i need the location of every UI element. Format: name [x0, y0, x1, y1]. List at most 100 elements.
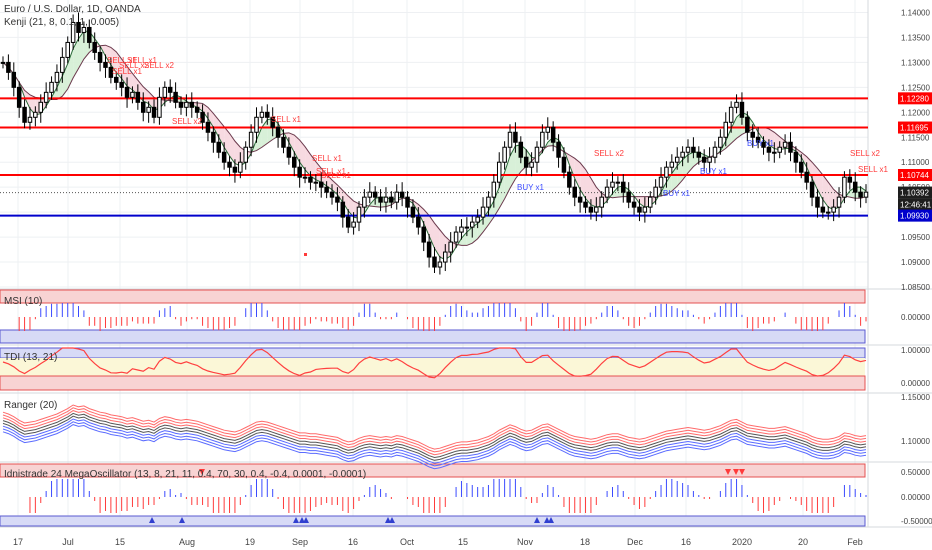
candle-body — [108, 66, 114, 78]
candle-body — [97, 51, 103, 63]
time-tick-label: 2020 — [732, 537, 752, 547]
candle-body — [367, 191, 373, 198]
candle-body — [755, 136, 761, 143]
candle-body — [734, 101, 739, 108]
pane-tick-label: 0.50000 — [901, 468, 930, 477]
candle-body — [653, 186, 658, 198]
signal-label: BUY x1 — [700, 167, 728, 176]
candle-body — [54, 71, 60, 83]
ribbon-segment — [758, 127, 764, 140]
ribbon-segment — [774, 132, 780, 150]
mega-buy-arrow — [385, 517, 391, 523]
candle-body — [383, 196, 389, 203]
ribbon-segment — [105, 45, 111, 65]
price-candles[interactable] — [0, 12, 869, 275]
candle-body — [194, 106, 200, 113]
horizontal-levels[interactable] — [0, 97, 868, 217]
candle-body — [205, 121, 211, 133]
candle-body — [567, 171, 572, 188]
candle-body — [275, 126, 281, 138]
tdi-middle-zone — [0, 358, 865, 376]
time-tick-label: Dec — [627, 537, 644, 547]
candle-body — [22, 106, 27, 123]
ribbon-segment — [116, 51, 122, 79]
lower-indicators — [2, 303, 867, 523]
candle-body — [561, 156, 567, 173]
signal-label: SELL x1 — [107, 56, 137, 65]
signal-label: SELL x1 — [112, 67, 142, 76]
candle-body — [858, 191, 863, 198]
mega-sell-arrow — [733, 469, 739, 475]
candle-body — [60, 56, 65, 73]
candle-body — [87, 26, 92, 43]
candle-body — [529, 161, 534, 168]
ribbon-segment — [56, 76, 63, 100]
candle-body — [588, 206, 594, 213]
candle-body — [815, 196, 820, 208]
price-level-label: 12:46:41 — [900, 201, 932, 210]
ribbon-segment — [121, 59, 128, 87]
candle-body — [292, 156, 297, 168]
candle-body — [486, 196, 491, 208]
mega-buy-arrow — [293, 517, 299, 523]
price-level-label: 1.09930 — [900, 212, 929, 221]
candle-body — [345, 216, 351, 228]
time-tick-label: 20 — [798, 537, 808, 547]
candle-body — [302, 176, 308, 179]
ribbon-segment — [256, 127, 262, 151]
candle-body — [216, 141, 222, 153]
price-tick-label: 1.12000 — [901, 108, 930, 117]
ribbon-segment — [499, 172, 505, 209]
candle-body — [809, 181, 815, 198]
candle-body — [356, 206, 362, 223]
time-axis[interactable]: 17 Jul 15 Aug 19 Sep 16 Oct 15 Nov 18 Dec 16 2020 20 Fe… — [13, 537, 863, 547]
mega-buy-arrow — [179, 517, 185, 523]
pane-tick-label: 1.00000 — [901, 346, 930, 355]
candle-body — [545, 126, 551, 133]
candle-body — [340, 201, 346, 218]
pane-tick-label: 0.00000 — [901, 379, 930, 388]
candle-body — [76, 21, 81, 33]
candle-body — [847, 176, 853, 183]
candle-body — [329, 191, 335, 198]
signal-label: SELL x2 — [172, 117, 202, 126]
candle-body — [750, 131, 755, 138]
candle-body — [523, 156, 529, 168]
ribbon-segment — [510, 145, 516, 189]
candle-body — [685, 146, 691, 153]
candle-body — [318, 181, 324, 188]
signal-label: SELL x1 — [127, 56, 157, 65]
candle-body — [232, 166, 238, 173]
candle-body — [642, 206, 648, 213]
msi-upper-zone — [0, 289, 866, 304]
candle-body — [777, 146, 782, 153]
signal-label: SELL x2 — [144, 61, 174, 70]
candle-body — [728, 106, 734, 123]
candle-body — [788, 141, 793, 153]
candle-body — [534, 146, 540, 163]
ranger-band — [2, 418, 867, 464]
time-tick-label: Aug — [179, 537, 195, 547]
ribbon-segment — [342, 190, 349, 211]
price-axis[interactable]: 1.14000 1.13500 1.13000 1.12500 1.12000 1.115… — [898, 8, 932, 526]
time-tick-label: 18 — [580, 537, 590, 547]
candle-body — [691, 146, 696, 153]
candle-body — [550, 126, 556, 143]
ranger-pane-title: Ranger (20) — [4, 400, 58, 411]
candle-body — [772, 151, 777, 154]
candle-body — [189, 101, 195, 108]
pane-tick-label: 1.10000 — [901, 437, 930, 446]
candle-body — [313, 181, 319, 184]
candle-body — [49, 81, 54, 93]
candle-body — [825, 211, 831, 214]
candle-body — [254, 116, 259, 133]
ranger-band — [2, 421, 867, 467]
candle-body — [707, 156, 712, 163]
ribbon-segment — [768, 128, 775, 149]
price-level-badge — [898, 168, 932, 181]
candle-body — [615, 181, 621, 184]
candle-body — [626, 191, 631, 203]
